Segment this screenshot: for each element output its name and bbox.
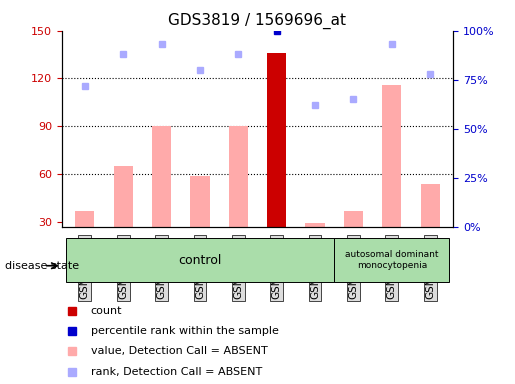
Bar [305,223,324,227]
Bar [267,53,286,227]
Bar [382,85,401,227]
Text: percentile rank within the sample: percentile rank within the sample [91,326,279,336]
Title: GDS3819 / 1569696_at: GDS3819 / 1569696_at [168,13,347,29]
Text: disease state: disease state [5,261,79,271]
Text: count: count [91,306,122,316]
Text: control: control [178,254,221,266]
Bar [229,126,248,227]
Text: value, Detection Call = ABSENT: value, Detection Call = ABSENT [91,346,267,356]
Bar [344,211,363,227]
Bar [152,126,171,227]
Bar [421,184,440,227]
Text: rank, Detection Call = ABSENT: rank, Detection Call = ABSENT [91,367,262,377]
Bar [75,211,94,227]
Bar [191,175,210,227]
Text: autosomal dominant
monocytopenia: autosomal dominant monocytopenia [345,250,439,270]
Bar [65,238,334,282]
Bar [114,166,133,227]
Bar [334,238,450,282]
